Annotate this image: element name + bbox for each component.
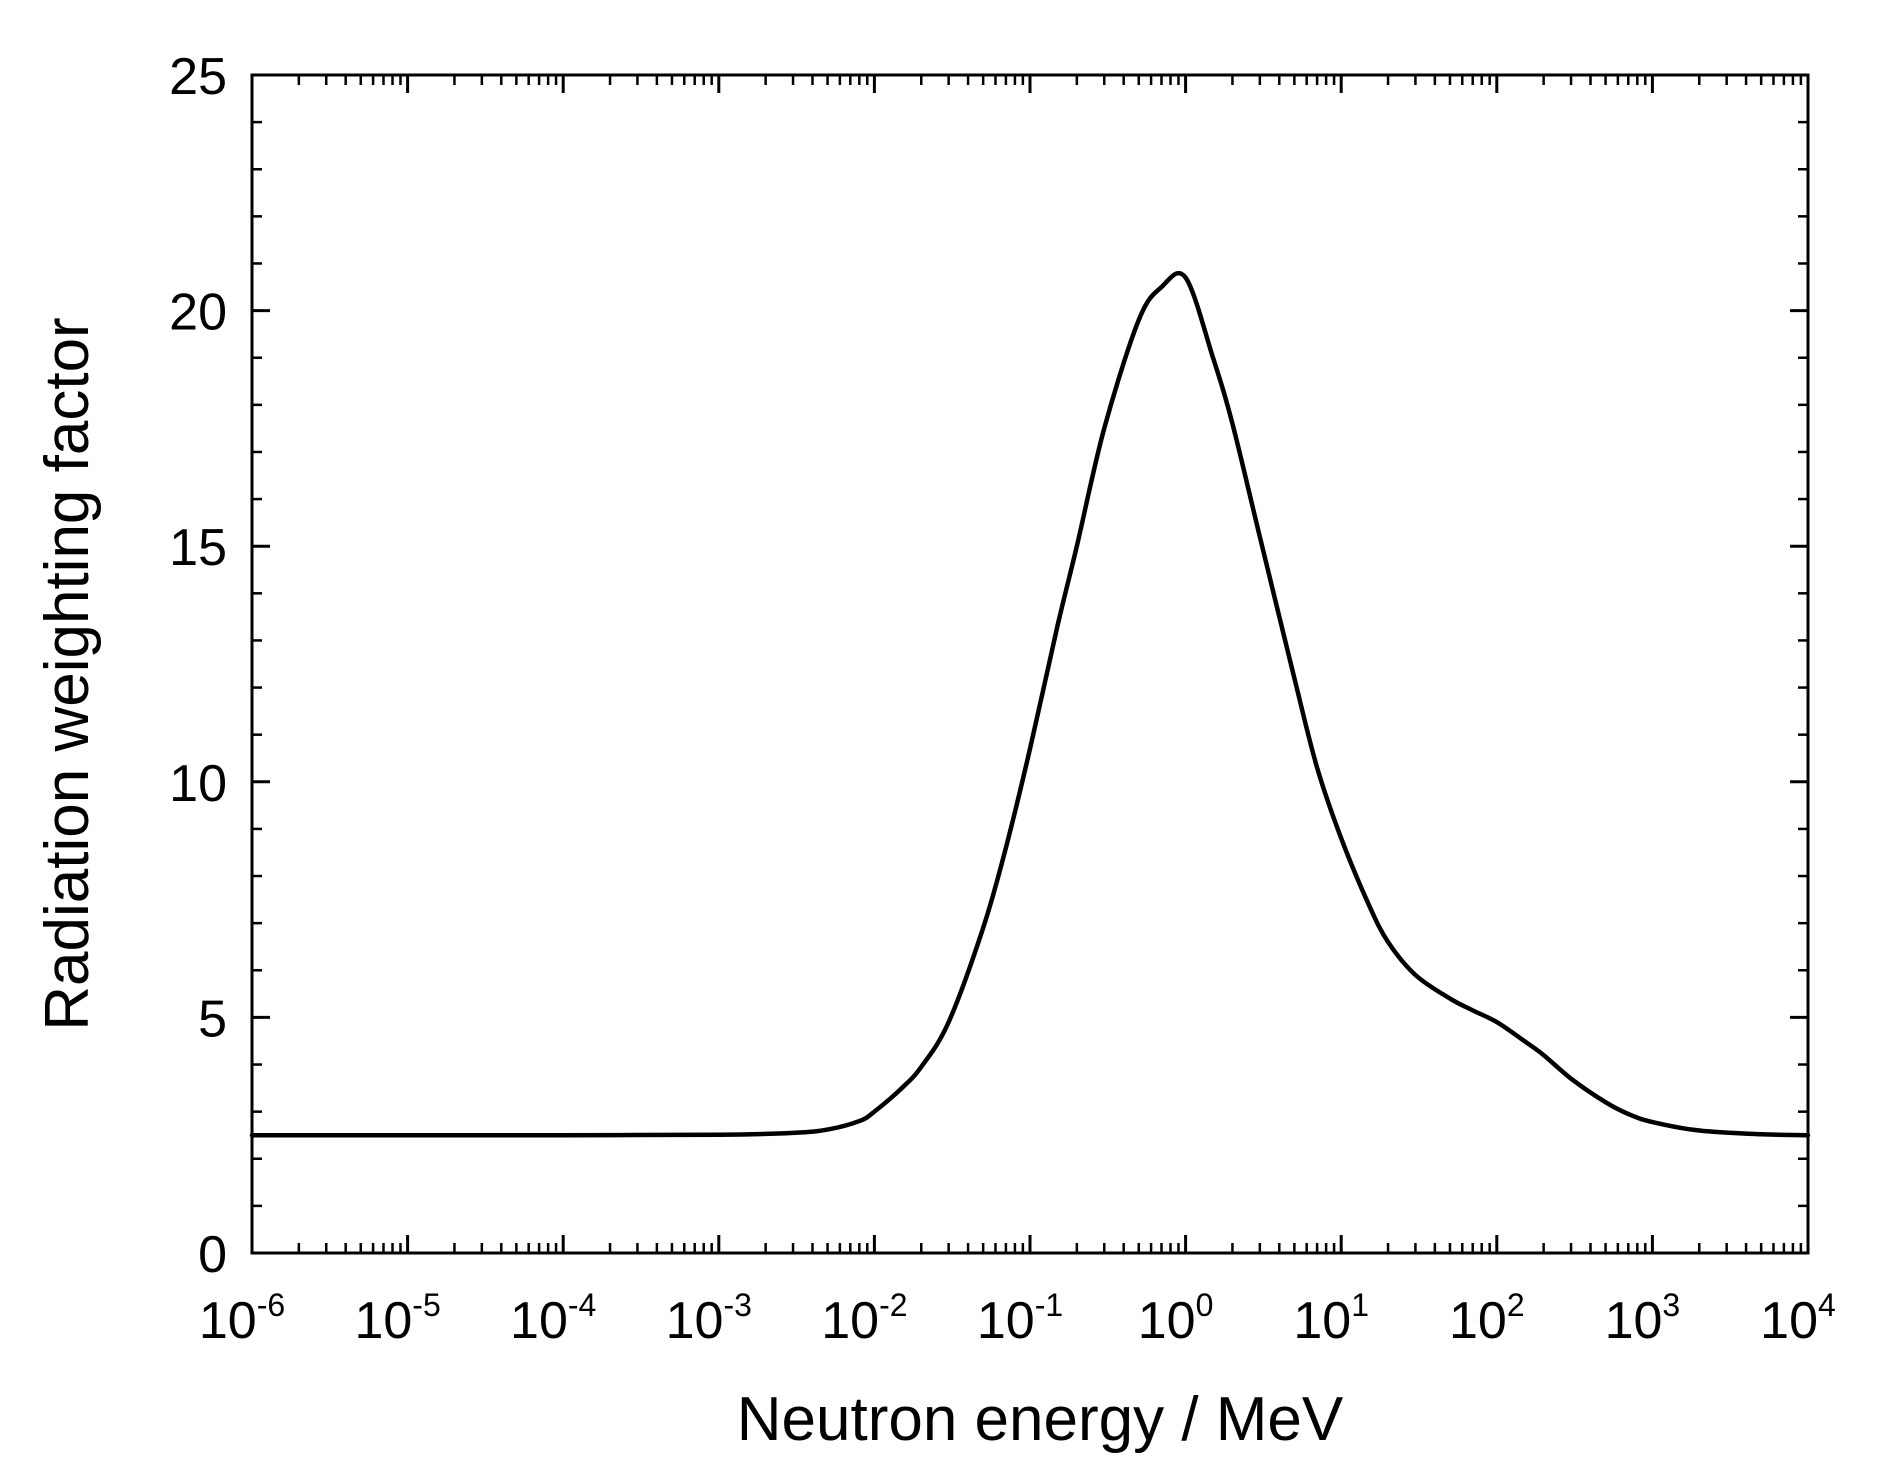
x-tick-label-base: 10 [666,1292,724,1350]
x-tick-label-base: 10 [199,1292,257,1350]
x-tick-label-base: 10 [821,1292,879,1350]
y-tick-label: 5 [198,990,227,1048]
x-tick-label-exponent: 2 [1507,1287,1525,1323]
y-tick-label: 10 [169,755,227,813]
x-tick-label: 101 [1293,1287,1369,1350]
y-tick-label: 0 [198,1226,227,1284]
tick-labels: 10-6 10-5 10-4 10-3 10-2 10-1 100 101 102 103 1040… [169,48,1836,1350]
series-line [249,270,1811,1138]
x-tick-label: 103 [1605,1287,1681,1350]
x-tick-label-base: 10 [510,1292,568,1350]
x-tick-label: 100 [1138,1287,1214,1350]
x-tick-label: 10-4 [510,1287,596,1350]
major-ticks [250,73,1810,1255]
y-tick-label: 15 [169,519,227,577]
x-tick-label: 10-3 [666,1287,752,1350]
x-tick-label-exponent: -3 [723,1287,751,1323]
x-tick-label-exponent: -5 [412,1287,440,1323]
x-tick-label-exponent: -2 [879,1287,907,1323]
x-tick-label: 10-5 [354,1287,440,1350]
x-tick-label-exponent: 0 [1196,1287,1214,1323]
x-tick-label: 104 [1760,1287,1836,1350]
x-tick-label-base: 10 [977,1292,1035,1350]
x-tick-label-exponent: 4 [1818,1287,1836,1323]
x-tick-label-exponent: -1 [1035,1287,1063,1323]
x-tick-label-base: 10 [1293,1292,1351,1350]
x-tick-label: 10-2 [821,1287,907,1350]
x-tick-label-base: 10 [1449,1292,1507,1350]
y-tick-label: 20 [169,284,227,342]
x-tick-label-base: 10 [1760,1292,1818,1350]
y-axis-label: Radiation weighting factor [33,317,102,1030]
y-tick-label: 25 [169,48,227,106]
x-tick-label-exponent: 3 [1662,1287,1680,1323]
x-tick-label-exponent: -6 [257,1287,285,1323]
x-tick-label-base: 10 [1605,1292,1663,1350]
x-axis-label: Neutron energy / MeV [737,1385,1344,1454]
minor-ticks [252,75,1808,1253]
x-tick-label-base: 10 [1138,1292,1196,1350]
x-tick-label: 102 [1449,1287,1525,1350]
plot-frame [250,73,1810,1255]
x-tick-label-exponent: -4 [568,1287,596,1323]
x-tick-label: 10-6 [199,1287,285,1350]
x-tick-label-base: 10 [354,1292,412,1350]
x-tick-label: 10-1 [977,1287,1063,1350]
x-tick-label-exponent: 1 [1351,1287,1369,1323]
